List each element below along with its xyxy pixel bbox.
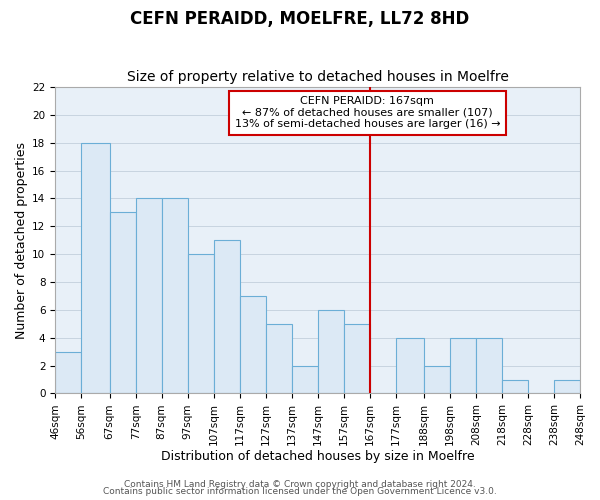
Bar (136, 198, 161, 394)
X-axis label: Distribution of detached houses by size in Moelfre: Distribution of detached houses by size … (161, 450, 475, 462)
Text: CEFN PERAIDD, MOELFRE, LL72 8HD: CEFN PERAIDD, MOELFRE, LL72 8HD (130, 10, 470, 28)
Bar (424, 366, 450, 394)
Bar (239, 296, 266, 394)
Title: Size of property relative to detached houses in Moelfre: Size of property relative to detached ho… (127, 70, 509, 85)
Bar (476, 338, 502, 394)
Bar (266, 324, 292, 394)
Bar (110, 212, 136, 394)
Bar (502, 380, 528, 394)
Bar (188, 254, 214, 394)
Bar (554, 380, 580, 394)
Bar (344, 324, 370, 394)
Bar (292, 366, 317, 394)
Bar (161, 198, 188, 394)
Bar (214, 240, 239, 394)
Text: Contains HM Land Registry data © Crown copyright and database right 2024.: Contains HM Land Registry data © Crown c… (124, 480, 476, 489)
Bar (81, 143, 110, 394)
Bar (450, 338, 476, 394)
Text: CEFN PERAIDD: 167sqm
← 87% of detached houses are smaller (107)
13% of semi-deta: CEFN PERAIDD: 167sqm ← 87% of detached h… (235, 96, 500, 130)
Bar (395, 338, 424, 394)
Bar (55, 352, 81, 394)
Text: Contains public sector information licensed under the Open Government Licence v3: Contains public sector information licen… (103, 487, 497, 496)
Y-axis label: Number of detached properties: Number of detached properties (15, 142, 28, 339)
Bar (317, 310, 344, 394)
